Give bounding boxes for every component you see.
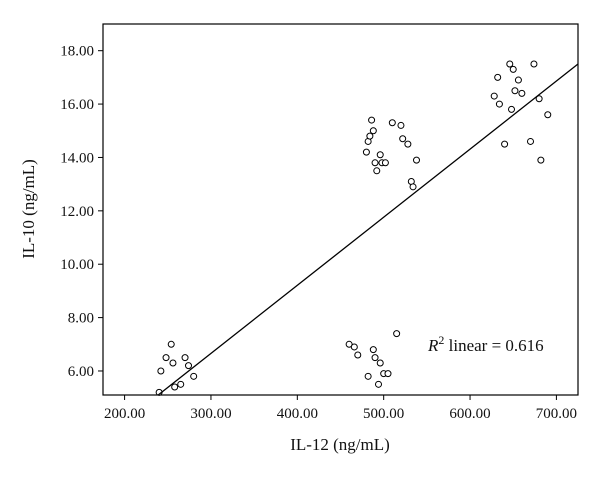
data-point <box>399 135 407 143</box>
x-tick-label: 600.00 <box>449 406 490 422</box>
r-squared-text: linear = 0.616 <box>444 336 543 355</box>
data-point <box>354 351 362 359</box>
data-point <box>409 183 417 191</box>
data-point <box>376 151 384 159</box>
data-point <box>376 359 384 367</box>
data-point <box>506 60 514 68</box>
data-point <box>157 367 165 375</box>
y-tick-label: 16.00 <box>60 97 94 113</box>
data-point <box>535 95 543 103</box>
data-points <box>155 60 552 396</box>
data-point <box>544 111 552 119</box>
data-point <box>190 372 198 380</box>
data-point <box>169 359 177 367</box>
data-point <box>530 60 538 68</box>
data-point <box>397 121 405 129</box>
y-axis-label: IL-10 (ng/mL) <box>19 159 38 259</box>
data-point <box>518 89 526 97</box>
data-point <box>413 156 420 164</box>
data-point <box>501 140 509 148</box>
data-point <box>167 340 175 348</box>
data-point <box>527 137 534 145</box>
data-point <box>514 76 522 84</box>
data-point <box>508 105 515 113</box>
y-axis-ticks: 6.00 8.00 10.00 12.00 14.00 16.00 18.00 <box>60 44 103 380</box>
data-point <box>381 159 389 167</box>
y-tick-label: 18.00 <box>60 44 94 60</box>
data-point <box>371 354 379 362</box>
data-point <box>177 380 185 388</box>
y-tick-label: 10.00 <box>60 257 94 273</box>
linear-fit-line <box>157 63 579 396</box>
x-tick-label: 500.00 <box>363 406 404 422</box>
y-tick-label: 12.00 <box>60 204 94 220</box>
data-point <box>393 330 401 338</box>
data-point <box>368 116 376 124</box>
data-point <box>375 380 382 388</box>
data-point <box>369 127 377 135</box>
x-axis-ticks: 200.00 300.00 400.00 500.00 600.00 700.00 <box>104 395 577 422</box>
data-point <box>350 343 358 351</box>
data-point <box>495 100 503 108</box>
data-point <box>494 73 502 81</box>
y-tick-label: 8.00 <box>68 311 94 327</box>
data-point <box>162 354 170 362</box>
r-squared-annotation: R2 linear = 0.616 <box>427 333 544 355</box>
data-point <box>366 132 374 140</box>
data-point <box>373 167 381 175</box>
y-tick-label: 6.00 <box>68 364 94 380</box>
data-point <box>371 159 379 167</box>
data-point <box>181 354 189 362</box>
data-point <box>490 92 498 100</box>
data-point <box>369 346 377 354</box>
data-point <box>185 362 192 370</box>
data-point <box>404 140 412 148</box>
x-tick-label: 700.00 <box>536 406 577 422</box>
r-symbol: R <box>427 336 439 355</box>
data-point <box>384 370 392 378</box>
data-point <box>511 87 519 95</box>
data-point <box>171 383 179 391</box>
r-superscript: 2 <box>438 333 444 347</box>
data-point <box>364 372 372 380</box>
plot-frame <box>102 23 579 396</box>
x-tick-label: 400.00 <box>277 406 318 422</box>
data-point <box>388 119 396 127</box>
data-point <box>362 148 370 156</box>
data-point <box>509 65 517 73</box>
x-tick-label: 300.00 <box>190 406 231 422</box>
x-tick-label: 200.00 <box>104 406 145 422</box>
data-point <box>537 156 545 164</box>
x-axis-label: IL-12 (ng/mL) <box>290 435 390 454</box>
y-tick-label: 14.00 <box>60 150 94 166</box>
